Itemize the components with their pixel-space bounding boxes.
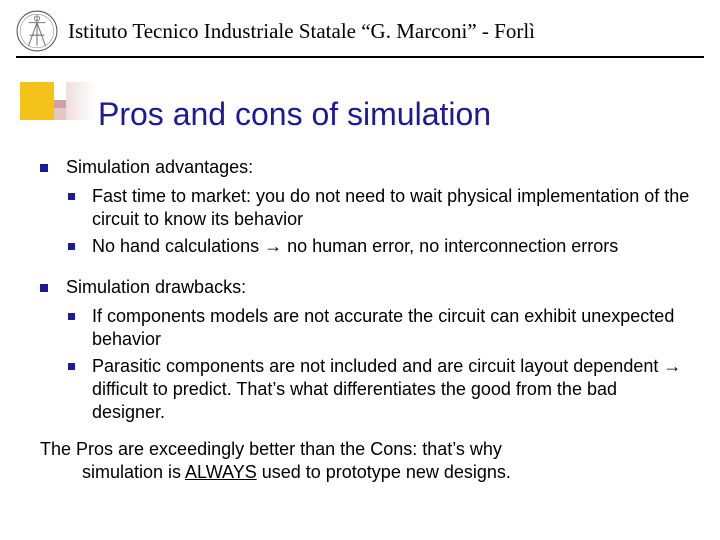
list-item: If components models are not accurate th… [40,305,690,351]
closing-emphasis: ALWAYS [185,462,257,482]
institution-name: Istituto Tecnico Industriale Statale “G.… [68,19,535,44]
list-item: No hand calculations → no human error, n… [40,235,690,258]
bullet-icon [68,193,75,200]
bullet-icon [40,164,48,172]
list-item: Fast time to market: you do not need to … [40,185,690,231]
advantage-2: No hand calculations → no human error, n… [92,236,618,256]
drawback-2: Parasitic components are not included an… [92,356,681,422]
closing-text: The Pros are exceedingly better than the… [40,438,690,484]
slide: Istituto Tecnico Industriale Statale “G.… [0,0,720,540]
closing-part: simulation is [82,462,185,482]
closing-line-2: simulation is ALWAYS used to prototype n… [40,461,690,484]
drawback-1: If components models are not accurate th… [92,306,674,349]
bullet-icon [40,284,48,292]
bullet-icon [68,243,75,250]
header: Istituto Tecnico Industriale Statale “G.… [16,10,704,52]
slide-body: Simulation advantages: Fast time to mark… [40,156,690,484]
bullet-icon [68,313,75,320]
advantages-label: Simulation advantages: [66,157,253,177]
title-accent-icon [20,82,80,120]
header-divider [16,56,704,58]
closing-line-1: The Pros are exceedingly better than the… [40,438,690,461]
bullet-icon [68,363,75,370]
slide-title: Pros and cons of simulation [98,96,491,133]
advantage-1: Fast time to market: you do not need to … [92,186,689,229]
school-logo-icon [16,10,58,52]
list-item: Parasitic components are not included an… [40,355,690,424]
drawbacks-label: Simulation drawbacks: [66,277,246,297]
list-item: Simulation advantages: [40,156,690,179]
list-item: Simulation drawbacks: [40,276,690,299]
closing-part: used to prototype new designs. [257,462,511,482]
